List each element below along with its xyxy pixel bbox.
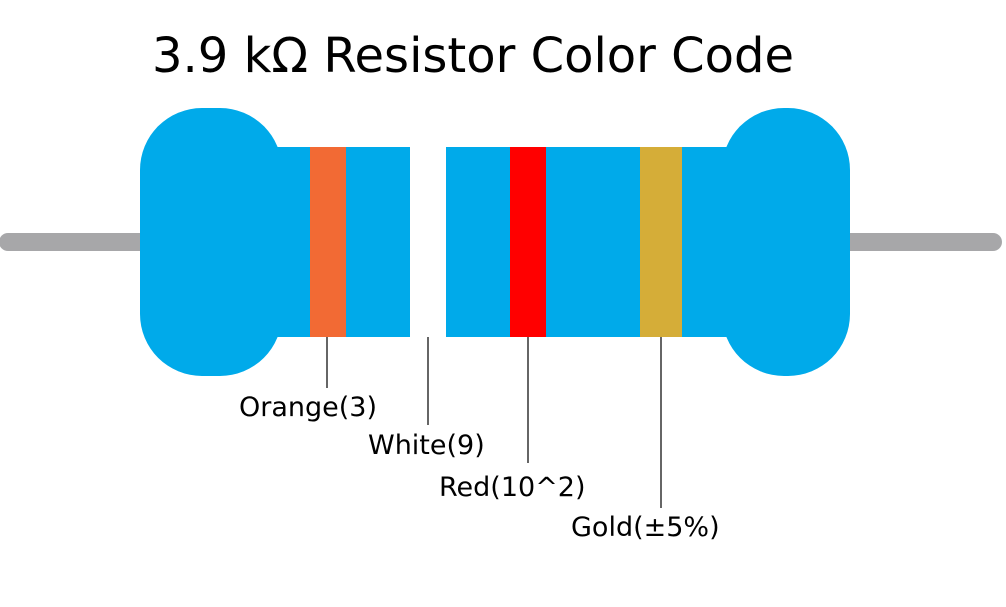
label-white: White(9) [368,430,485,461]
band-gold [640,147,682,337]
label-red: Red(10^2) [439,472,586,503]
resistor-right-cap [722,108,850,376]
diagram-title: 3.9 kΩ Resistor Color Code [152,28,795,84]
resistor-body [140,108,850,376]
band-red [510,147,546,337]
band-orange [310,147,346,337]
resistor-left-cap [140,108,282,376]
label-orange: Orange(3) [239,392,377,423]
label-gold: Gold(±5%) [571,512,720,543]
band-white [410,147,446,337]
